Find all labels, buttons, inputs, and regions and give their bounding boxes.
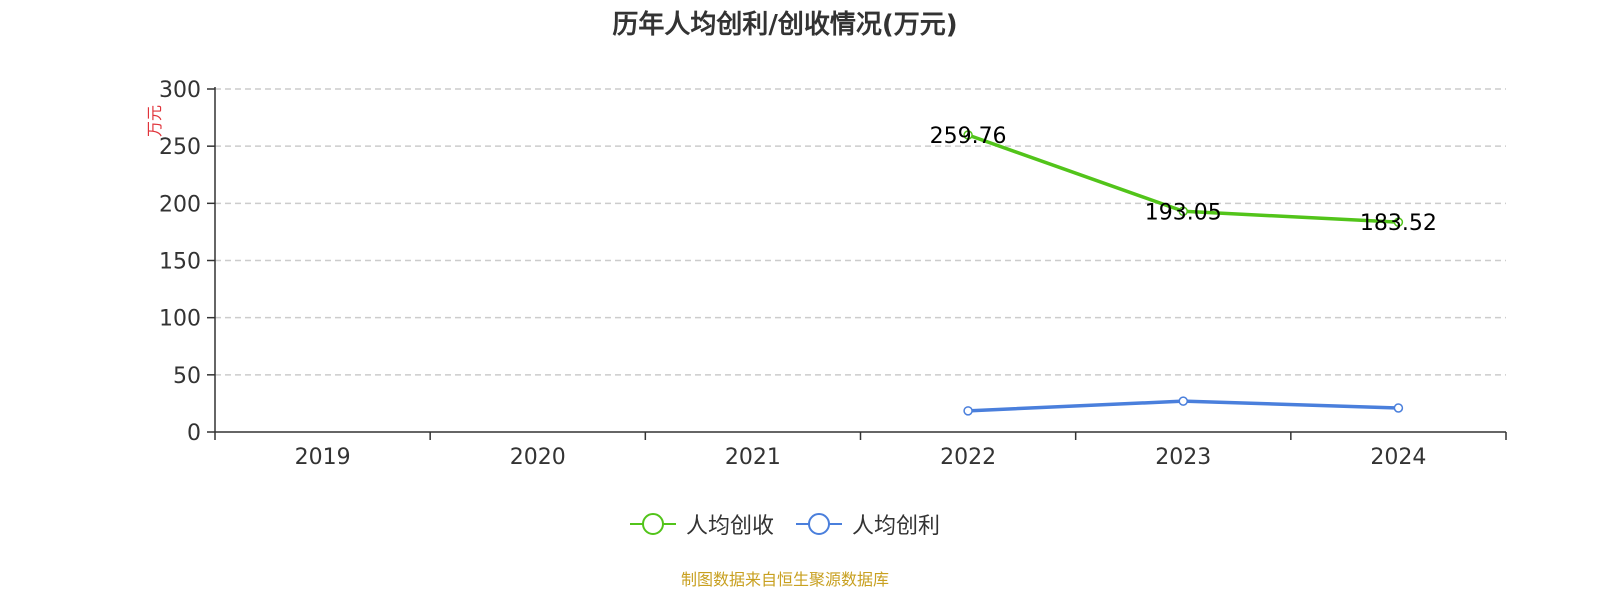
legend-marker-profit-icon	[796, 513, 842, 535]
y-axis-label: 万元	[145, 105, 164, 137]
x-tick-label: 2022	[940, 445, 996, 470]
legend-marker-revenue-icon	[629, 513, 676, 535]
y-tick-label: 250	[159, 135, 201, 160]
data-label: 193.05	[1145, 200, 1222, 225]
data-point[interactable]	[1178, 396, 1188, 406]
legend-item-profit[interactable]: 人均创利	[796, 508, 940, 540]
grid-lines	[215, 88, 1506, 376]
data-point[interactable]	[963, 406, 973, 416]
data-point[interactable]	[963, 130, 973, 140]
y-tick-label: 50	[173, 364, 201, 389]
data-label: 183.52	[1360, 211, 1437, 236]
y-tick-label: 0	[187, 421, 201, 446]
data-point[interactable]	[1178, 206, 1188, 217]
chart-title: 历年人均创利/创收情况(万元)	[612, 10, 958, 40]
data-labels: 259.76 193.05 183.52	[930, 124, 1437, 236]
series-lines	[963, 130, 1404, 416]
legend-item-revenue[interactable]: 人均创收	[629, 508, 774, 540]
x-tick-label: 2019	[295, 445, 351, 470]
x-tick-label: 2024	[1370, 445, 1426, 470]
axes: 0 50 100 150 200 250 300 2019 2020 2021 2022 2023 20…	[159, 78, 1507, 470]
y-tick-label: 100	[159, 307, 201, 332]
y-tick-label: 150	[159, 250, 201, 275]
x-tick-label: 2021	[725, 445, 781, 470]
x-tick-label: 2023	[1155, 445, 1211, 470]
data-point[interactable]	[1393, 403, 1404, 413]
source-note: 制图数据来自恒生聚源数据库	[680, 570, 889, 589]
legend-label-profit: 人均创利	[852, 514, 941, 539]
data-label: 259.76	[930, 124, 1007, 149]
legend-label-revenue: 人均创收	[685, 514, 774, 539]
y-tick-label: 200	[159, 192, 201, 217]
data-point[interactable]	[1393, 217, 1404, 227]
y-tick-label: 300	[159, 78, 201, 103]
legend: 人均创收 人均创利	[0, 508, 1570, 540]
x-tick-label: 2020	[510, 445, 566, 470]
